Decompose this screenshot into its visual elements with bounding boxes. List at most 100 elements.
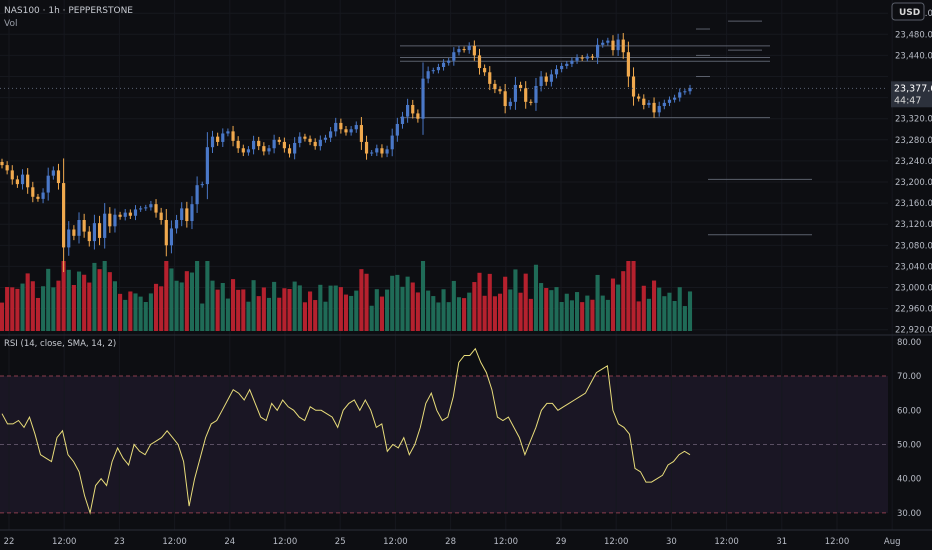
candle-body xyxy=(385,149,389,154)
currency-button[interactable]: USD xyxy=(891,2,925,21)
candle-body xyxy=(626,52,630,77)
volume-bar xyxy=(210,280,215,331)
price-tick-label: 23,280.0 xyxy=(895,136,932,146)
candle-body xyxy=(257,140,261,147)
candle-body xyxy=(662,102,666,107)
volume-bar xyxy=(338,287,343,331)
volume-bar xyxy=(616,284,621,331)
volume-bar xyxy=(374,289,379,331)
candle-body xyxy=(688,88,692,92)
candle-body xyxy=(298,136,302,143)
candle-body xyxy=(139,208,143,210)
volume-bar xyxy=(610,278,616,331)
candle-body xyxy=(601,42,605,45)
volume-bar xyxy=(277,297,282,331)
volume-bar xyxy=(564,293,569,331)
volume-bar xyxy=(544,287,549,331)
candle-body xyxy=(678,92,682,98)
candle-body xyxy=(673,97,677,100)
volume-bar xyxy=(71,284,76,331)
volume-bar xyxy=(318,284,323,331)
candle-body xyxy=(31,187,35,197)
volume-bar xyxy=(35,297,40,331)
volume-bar xyxy=(102,261,107,331)
candle-body xyxy=(457,49,461,53)
candle-body xyxy=(26,174,30,188)
volume-bar xyxy=(636,301,641,331)
volume-bar xyxy=(179,282,184,331)
candle-body xyxy=(411,104,415,114)
candle-body xyxy=(426,71,430,79)
volume-bar xyxy=(431,296,436,331)
volume-bar xyxy=(605,299,610,331)
volume-bar xyxy=(400,286,405,331)
volume-bar xyxy=(266,297,272,331)
time-tick-label: 12:00 xyxy=(162,537,187,547)
candle-body xyxy=(231,131,235,141)
candle-body xyxy=(308,138,312,142)
volume-bar xyxy=(200,303,205,331)
candle-body xyxy=(621,39,625,53)
candle-body xyxy=(518,84,523,89)
price-tick-label: 23,160.0 xyxy=(895,199,932,209)
candle-body xyxy=(375,148,379,153)
time-axis[interactable]: 22 12:00 23 12:00 24 12:00 25 12:00 28 12:00 29 12:… xyxy=(4,537,901,547)
candle-body xyxy=(359,125,363,142)
candle-body xyxy=(216,136,220,142)
candle-body xyxy=(565,63,569,66)
candle-body xyxy=(185,208,189,222)
candle-body xyxy=(97,223,102,238)
volume-bar xyxy=(451,280,456,331)
volume-bar xyxy=(128,291,133,331)
candle-body xyxy=(611,40,615,51)
volume-bar xyxy=(169,268,174,331)
volume-bar xyxy=(385,289,390,331)
candle-body xyxy=(154,204,158,213)
candle-body xyxy=(560,65,564,70)
volume-bar xyxy=(595,274,600,331)
candle-body xyxy=(637,96,641,99)
candle-body xyxy=(62,183,66,248)
volume-bar xyxy=(184,271,189,331)
volume-bar xyxy=(195,261,200,331)
volume-bar xyxy=(287,288,292,331)
candle-body xyxy=(10,170,14,180)
price-tick-label: 23,080.0 xyxy=(895,241,932,251)
volume-bar xyxy=(436,302,441,331)
symbol-title: NAS100 · 1h · PEPPERSTONE xyxy=(4,6,133,16)
candle-body xyxy=(195,185,199,205)
rsi-axis[interactable]: 80.00 70.00 60.00 50.00 40.00 30.00 xyxy=(897,338,921,519)
volume-bar xyxy=(477,272,482,331)
rsi-tick-label: 60.00 xyxy=(897,406,921,416)
rsi-tick-label: 80.00 xyxy=(897,338,921,348)
candle-body xyxy=(493,83,497,90)
time-tick-label: 12:00 xyxy=(604,537,629,547)
price-tick-label: 23,320.0 xyxy=(895,115,932,125)
candle-body xyxy=(354,125,358,130)
volume-bar xyxy=(359,269,364,331)
time-tick-label: 22 xyxy=(4,537,15,547)
candle-body xyxy=(580,57,584,59)
volume-bar xyxy=(379,296,384,331)
volume-bar xyxy=(657,287,662,331)
candle-body xyxy=(318,139,322,147)
volume-bar xyxy=(482,295,487,331)
time-tick-label: 31 xyxy=(776,537,787,547)
time-tick-label: 30 xyxy=(666,537,677,547)
volume-bar xyxy=(672,300,677,331)
volume-bar xyxy=(626,261,631,331)
rsi-label: RSI (14, close, SMA, 14, 2) xyxy=(4,339,116,349)
volume-bar xyxy=(667,292,672,331)
candle-body xyxy=(82,219,86,232)
rsi-tick-label: 40.00 xyxy=(897,475,921,485)
candle-body xyxy=(472,45,476,56)
volume-bar xyxy=(10,287,15,331)
candle-body xyxy=(87,231,91,242)
volume-bar xyxy=(251,280,256,331)
volume-bar xyxy=(456,297,462,331)
candle-body xyxy=(334,122,338,132)
candle-body xyxy=(5,165,9,171)
candle-body xyxy=(190,204,194,222)
price-axis[interactable]: 23,520.023,480.023,440.023,320.023,280.0… xyxy=(895,9,932,336)
